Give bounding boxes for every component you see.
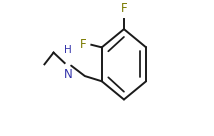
Text: F: F bbox=[121, 2, 127, 15]
Text: H: H bbox=[64, 45, 72, 55]
Text: F: F bbox=[80, 38, 86, 51]
Text: N: N bbox=[64, 68, 72, 81]
